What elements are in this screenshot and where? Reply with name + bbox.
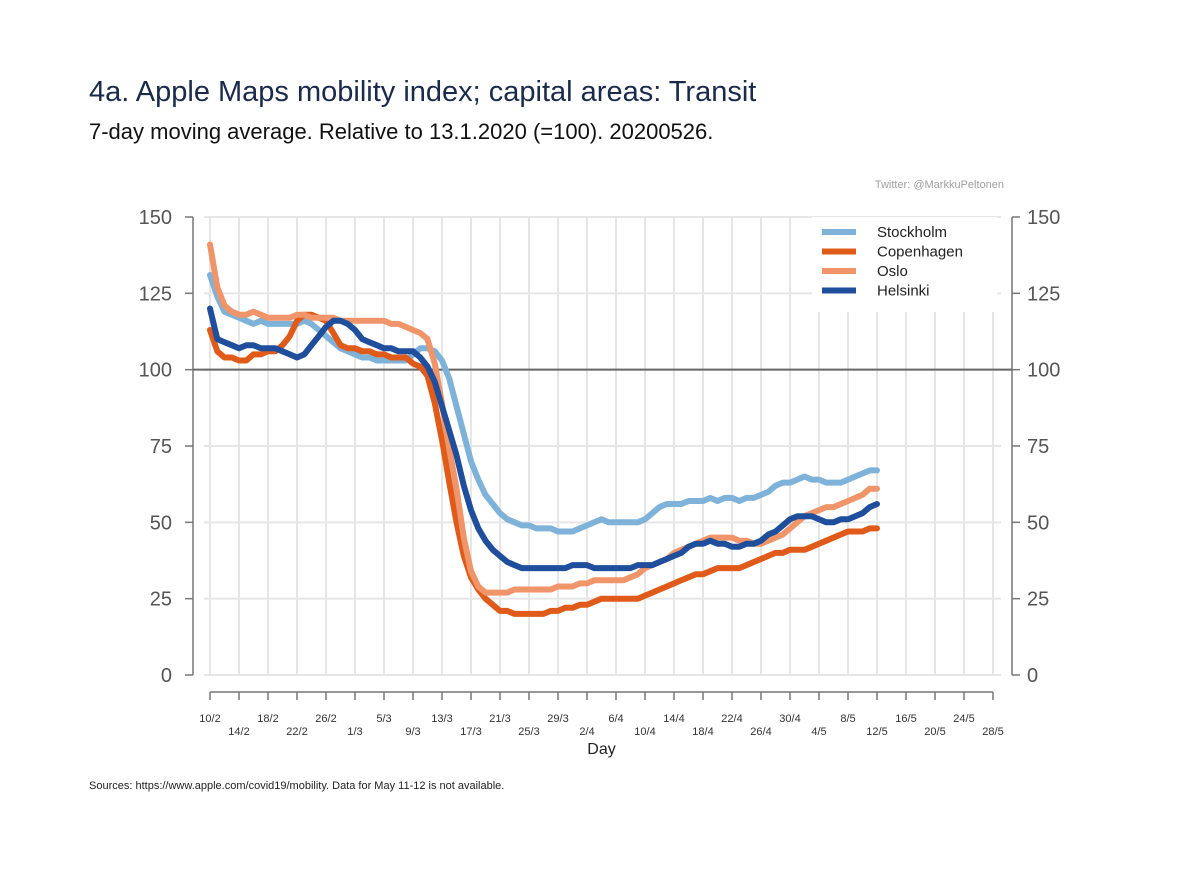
y-tick-label-left: 0: [161, 665, 172, 687]
x-tick-label: 18/2: [257, 713, 278, 725]
grid-lines: [204, 216, 1001, 676]
y-tick-label-right: 100: [1027, 360, 1060, 382]
x-tick-label: 21/3: [489, 713, 510, 725]
y-tick-label-left: 50: [150, 512, 172, 534]
x-tick-label: 29/3: [547, 713, 568, 725]
y-tick-label-right: 75: [1027, 436, 1049, 458]
x-tick-label: 12/5: [866, 726, 887, 738]
y-tick-label-right: 0: [1027, 665, 1038, 687]
x-tick-label: 22/2: [286, 726, 307, 738]
legend-label: Helsinki: [877, 283, 930, 300]
y-tick-label-left: 25: [150, 589, 172, 611]
y-tick-label-left: 150: [139, 207, 172, 229]
y-tick-label-right: 150: [1027, 207, 1060, 229]
x-tick-label: 17/3: [460, 726, 481, 738]
legend: Stockholm Copenhagen Oslo Helsinki: [812, 217, 997, 312]
legend-label: Oslo: [877, 263, 908, 280]
x-tick-label: 18/4: [692, 726, 713, 738]
x-tick-label: 25/3: [518, 726, 539, 738]
x-tick-label: 14/4: [663, 713, 684, 725]
x-tick-label: 2/4: [579, 726, 594, 738]
chart-subtitle: 7-day moving average. Relative to 13.1.2…: [89, 119, 714, 144]
x-tick-label: 14/2: [228, 726, 249, 738]
x-tick-label: 6/4: [608, 713, 623, 725]
x-tick-label: 10/2: [199, 713, 220, 725]
legend-label: Stockholm: [877, 224, 947, 241]
series-lines: [207, 241, 880, 617]
x-tick-label: 22/4: [721, 713, 742, 725]
y-tick-label-right: 125: [1027, 283, 1060, 305]
x-tick-label: 8/5: [840, 713, 855, 725]
x-tick-label: 26/2: [315, 713, 336, 725]
x-tick-label: 20/5: [924, 726, 945, 738]
x-tick-label: 5/3: [376, 713, 391, 725]
x-tick-label: 30/4: [779, 713, 800, 725]
source-note: Sources: https://www.apple.com/covid19/m…: [89, 780, 505, 792]
y-tick-label-left: 125: [139, 283, 172, 305]
y-tick-label-right: 50: [1027, 512, 1049, 534]
x-tick-label: 28/5: [982, 726, 1003, 738]
x-axis-title: Day: [587, 741, 615, 758]
x-tick-label: 4/5: [811, 726, 826, 738]
y-tick-label-right: 25: [1027, 589, 1049, 611]
chart-title: 4a. Apple Maps mobility index; capital a…: [89, 76, 757, 108]
axes: 0 0 25 25 50 50 75 75 100 100 125 125 150 150 10/2 14/2…: [139, 207, 1061, 758]
x-tick-label: 16/5: [895, 713, 916, 725]
legend-label: Copenhagen: [877, 244, 963, 261]
x-tick-label: 1/3: [347, 726, 362, 738]
x-tick-label: 10/4: [634, 726, 655, 738]
y-tick-label-left: 75: [150, 436, 172, 458]
twitter-credit: Twitter: @MarkkuPeltonen: [874, 179, 1004, 191]
series-line-helsinki: [207, 305, 880, 572]
x-tick-label: 13/3: [431, 713, 452, 725]
series-line-oslo: [207, 241, 880, 596]
y-tick-label-left: 100: [139, 360, 172, 382]
x-tick-label: 24/5: [953, 713, 974, 725]
x-tick-label: 26/4: [750, 726, 771, 738]
x-tick-label: 9/3: [405, 726, 420, 738]
